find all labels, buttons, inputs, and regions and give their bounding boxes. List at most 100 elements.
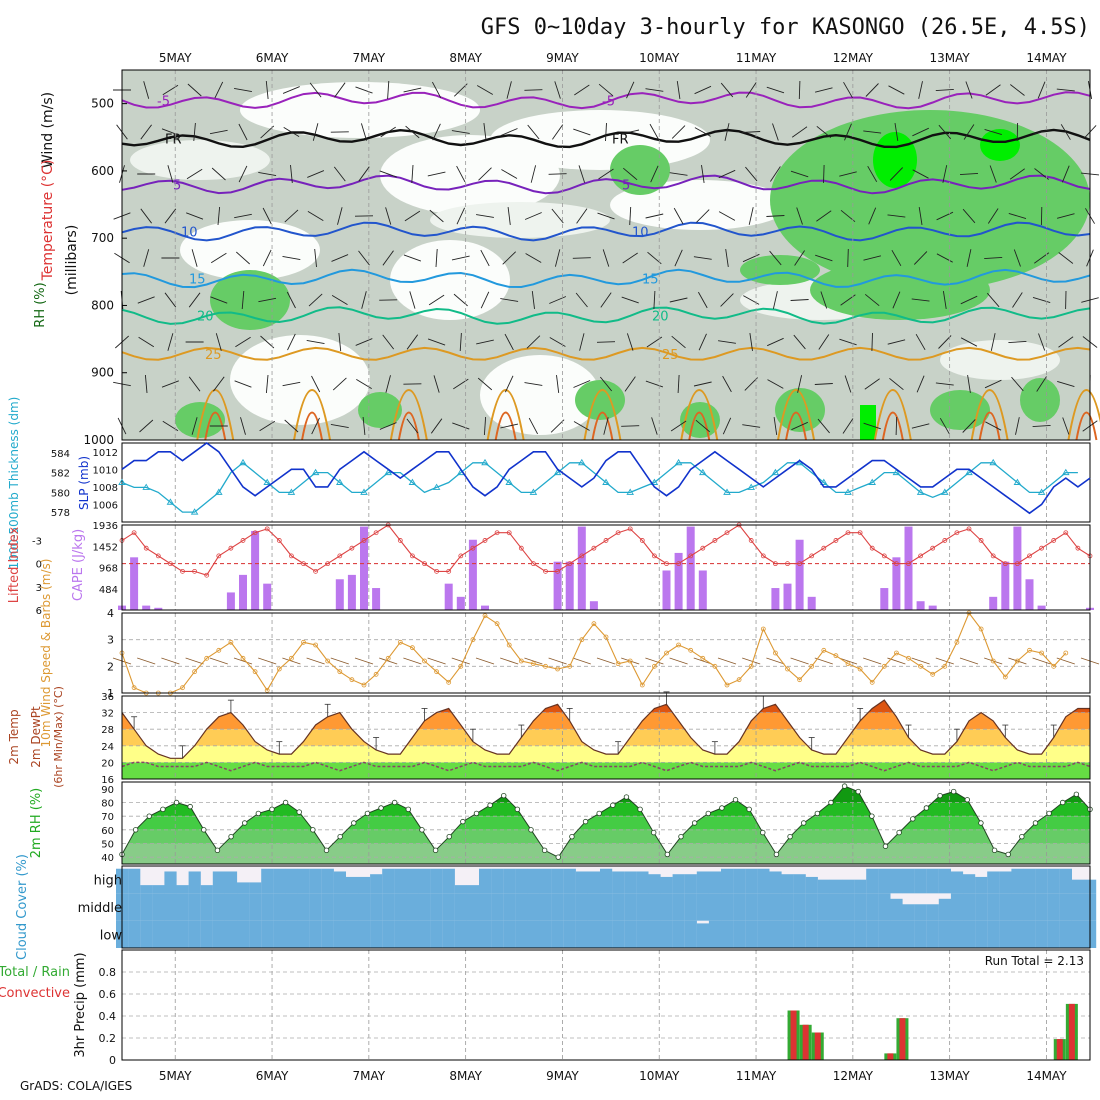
pressure-tick-label: 600 (91, 164, 114, 178)
slp-tick-label: 1012 (93, 448, 118, 459)
cloud-bar (309, 868, 322, 894)
li-marker (603, 538, 609, 543)
temp-tick-label: 32 (101, 709, 114, 720)
rh-marker (473, 810, 480, 817)
surface-wind-barb (887, 657, 906, 665)
cloud-bar (817, 920, 830, 948)
surface-wind-barb (379, 657, 398, 665)
cloud-bar (1047, 868, 1060, 894)
isotherm-spike (680, 389, 719, 441)
wind-barb (355, 86, 373, 94)
cloud-bar (696, 871, 709, 894)
wind-barb (677, 374, 680, 394)
surface-wind-barb (500, 657, 519, 665)
wind-barb (506, 81, 512, 99)
li-marker (155, 553, 161, 559)
bottom-day-label: 5MAY (159, 1069, 192, 1083)
cloud-bar (1059, 920, 1072, 948)
thickness-marker (941, 488, 949, 495)
wind-speed-marker (809, 663, 815, 669)
li-tick-label: -3 (32, 536, 42, 547)
wind-barb (695, 419, 710, 433)
cloud-panel-frame (121, 865, 1091, 949)
wind-barb (282, 381, 301, 387)
wind-barb (773, 417, 778, 435)
cloud-bar (938, 868, 951, 894)
rh-moist-region (930, 390, 990, 430)
wind-barb (603, 417, 609, 435)
li-marker (567, 561, 573, 567)
wind-barb (456, 165, 466, 183)
temp-tick-label: 28 (101, 725, 114, 736)
li-marker (652, 553, 657, 559)
rh-marker (1073, 791, 1080, 797)
wind-barb (868, 207, 877, 225)
cloud-bar (660, 893, 673, 921)
precip-legend-conv: Convective (0, 986, 70, 1001)
cloud-bar (842, 879, 855, 894)
rh-marker (651, 829, 657, 836)
wind-speed-marker (615, 661, 621, 667)
cloud-bar (140, 885, 153, 894)
rh-marker (787, 833, 793, 840)
rh-marker (596, 810, 602, 817)
wind-barb (403, 254, 422, 262)
wind-barb (1036, 376, 1047, 392)
cloud-bar (829, 920, 843, 948)
axis-labels: GrADS: COLA/IGES (20, 1079, 132, 1093)
surface-wind-barb (863, 657, 882, 665)
thickness-marker (384, 468, 392, 476)
cloud-bar (418, 920, 431, 948)
wind-barb (331, 254, 349, 262)
wind-speed-marker (881, 663, 887, 669)
cloud-bar (454, 893, 467, 921)
cloud-bar (442, 920, 455, 948)
li-marker (906, 561, 911, 567)
li-marker (760, 553, 766, 559)
cloud-bar (624, 893, 637, 921)
thickness-marker (650, 478, 659, 485)
cape-bar (904, 526, 913, 610)
wind-barb (749, 333, 753, 351)
rh-marker (910, 816, 916, 822)
wind-speed-marker (990, 658, 996, 664)
cloud-bar (454, 885, 467, 894)
li-marker (494, 530, 500, 536)
cloud-bar (696, 893, 709, 921)
rh-panel-frame (121, 781, 1091, 865)
wind-speed-marker (506, 642, 512, 648)
rh-marker (964, 797, 970, 803)
wind-barb (167, 333, 174, 351)
isotherm-label: -5 (602, 94, 615, 109)
wind-barb (766, 86, 785, 94)
cape-bar (263, 583, 272, 610)
rh-marker (391, 799, 398, 806)
wind-barb (524, 212, 542, 220)
li-marker (785, 561, 790, 567)
li-marker (167, 561, 173, 567)
wind-barb (504, 333, 514, 351)
cloud-bar (999, 871, 1012, 894)
wind-barb (430, 418, 443, 434)
wind-barb (984, 256, 1003, 260)
wind-barb (554, 81, 561, 99)
wind-barb (938, 335, 952, 349)
wind-barb (962, 208, 976, 224)
wind-speed-marker (1027, 647, 1032, 653)
wind-barb (1009, 168, 1025, 180)
wind-barb (718, 340, 736, 344)
thickness-tick-label: 578 (51, 508, 70, 519)
cloud-bar (648, 893, 661, 921)
li-marker (821, 545, 827, 551)
wind-speed-marker (906, 655, 911, 661)
li-marker (531, 561, 536, 567)
cloud-bar (902, 920, 915, 948)
rh-marker (487, 802, 493, 808)
cloud-bar (612, 920, 625, 948)
upper-ylabel-wind: Wind (m/s) (40, 92, 56, 168)
cape-bar (795, 539, 804, 610)
wind-barb (161, 380, 179, 388)
upper-ylabel-mb: (millibars) (64, 225, 80, 296)
slp-tick-label: 1010 (93, 465, 118, 476)
temp-ylabel-2: 2m DewPt (29, 706, 43, 768)
